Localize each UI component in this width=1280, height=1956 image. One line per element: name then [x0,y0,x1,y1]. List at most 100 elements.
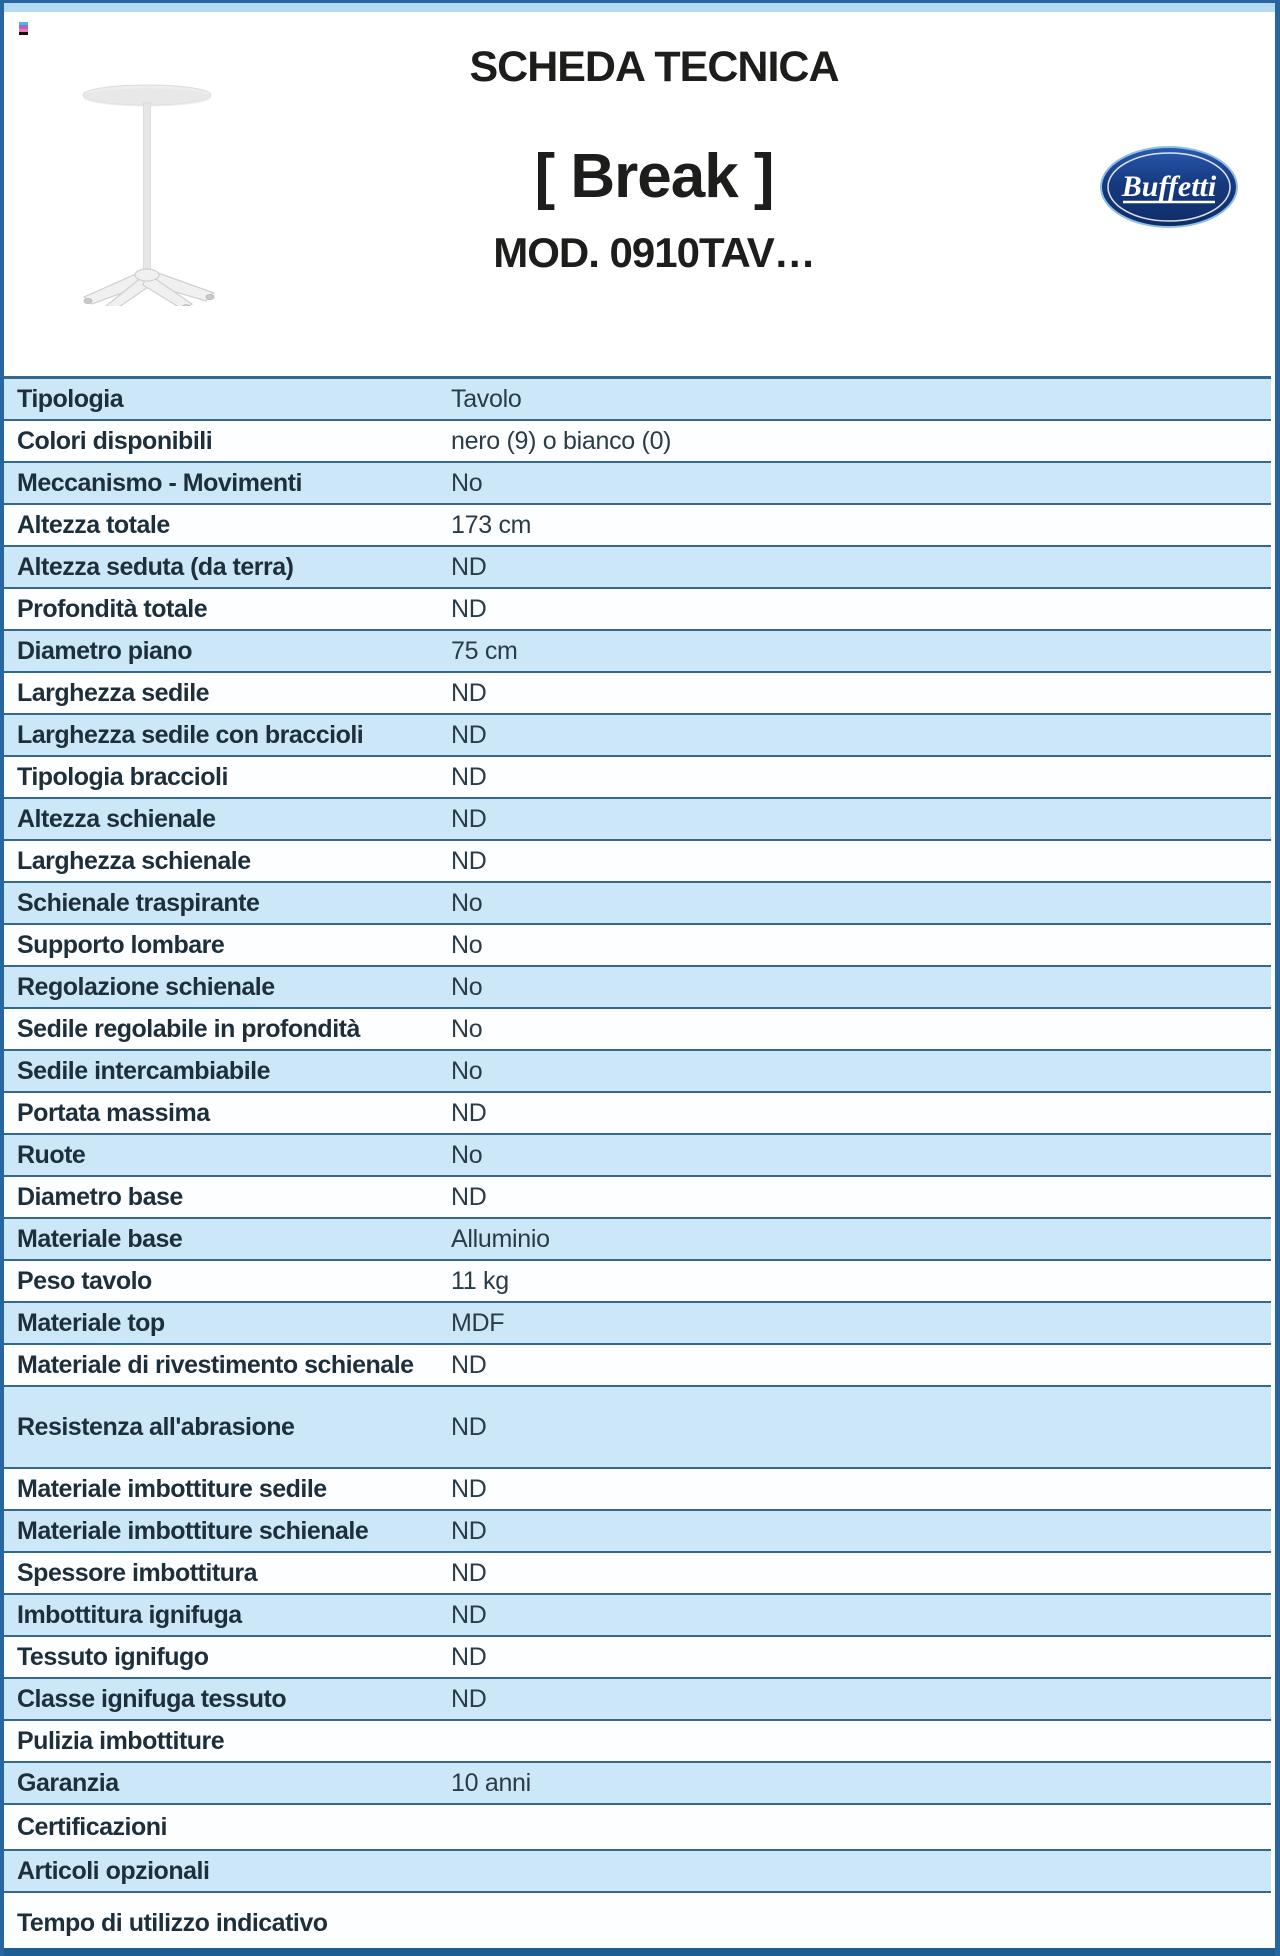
buffetti-logo-icon: Buffetti [1099,145,1239,229]
spec-label: Profondità totale [17,594,208,623]
spec-label: Diametro base [17,1182,183,1211]
spec-label: Colori disponibili [17,426,213,455]
model-code: MOD. 0910TAV… [493,229,816,276]
spec-row: Imbottitura ignifuga ND [4,1595,1271,1637]
spec-label: Materiale imbottiture schienale [17,1516,369,1545]
spec-row: Regolazione schienale No [4,967,1271,1009]
spec-label: Sedile regolabile in profondità [17,1014,360,1043]
spec-row: Tessuto ignifugo ND [4,1637,1271,1679]
spec-label: Larghezza sedile con braccioli [17,720,364,749]
spec-row: Larghezza sedile ND [4,673,1271,715]
spec-row: Tipologia braccioli ND [4,757,1271,799]
spec-value: ND [451,552,487,581]
spec-row: Tempo di utilizzo indicativo [4,1893,1271,1954]
spec-value: ND [451,1182,487,1211]
spec-value: ND [451,1600,487,1629]
top-accent-band [4,3,1275,12]
spec-value: ND [451,1474,487,1503]
spec-label: Resistenza all'abrasione [17,1412,295,1441]
product-photo-table-icon [82,84,216,306]
spec-label: Supporto lombare [17,930,225,959]
spec-label: Materiale base [17,1224,183,1253]
spec-value: No [451,1140,483,1169]
spec-row: Altezza schienale ND [4,799,1271,841]
spec-label: Classe ignifuga tessuto [17,1684,287,1713]
spec-row: Larghezza schienale ND [4,841,1271,883]
spec-label: Materiale di rivestimento schienale [17,1350,414,1379]
page-title: SCHEDA TECNICA [469,43,839,91]
spec-value: ND [451,804,487,833]
spec-label: Tempo di utilizzo indicativo [17,1909,328,1937]
spec-row: Materiale di rivestimento schienale ND [4,1345,1271,1387]
spec-label: Altezza totale [17,510,170,539]
spec-row: Portata massima ND [4,1093,1271,1135]
spec-row: Sedile regolabile in profondità No [4,1009,1271,1051]
spec-row: Meccanismo - Movimenti No [4,463,1271,505]
spec-row: Colori disponibili nero (9) o bianco (0) [4,421,1271,463]
spec-value: 10 anni [451,1768,531,1797]
spec-label: Garanzia [17,1768,119,1797]
cmyk-pink-stripe [19,28,28,32]
spec-value: ND [451,1098,487,1127]
spec-value: 173 cm [451,510,532,539]
spec-value: ND [451,720,487,749]
spec-value: No [451,972,483,1001]
spec-value: ND [451,678,487,707]
cmyk-black-stripe [19,31,28,35]
spec-value: nero (9) o bianco (0) [451,426,672,455]
spec-row: Spessore imbottitura ND [4,1553,1271,1595]
spec-value: ND [451,594,487,623]
spec-label: Tessuto ignifugo [17,1642,209,1671]
spec-row: Tipologia Tavolo [4,379,1271,421]
cmyk-registration-icon [19,22,28,35]
spec-label: Tipologia braccioli [17,762,228,791]
spec-value: 75 cm [451,636,518,665]
product-name: [ Break ] [534,142,774,211]
spec-row: Supporto lombare No [4,925,1271,967]
spec-label: Materiale imbottiture sedile [17,1474,327,1503]
spec-row: Peso tavolo 11 kg [4,1261,1271,1303]
spec-label: Imbottitura ignifuga [17,1600,242,1629]
spec-row: Diametro piano 75 cm [4,631,1271,673]
spec-value: No [451,1056,483,1085]
spec-label: Articoli opzionali [17,1856,210,1885]
cmyk-magenta-stripe [19,25,28,29]
spec-value: MDF [451,1308,505,1337]
spec-row: Ruote No [4,1135,1271,1177]
spec-value: ND [451,1684,487,1713]
spec-row: Altezza totale 173 cm [4,505,1271,547]
spec-value: No [451,468,483,497]
svg-text:Buffetti: Buffetti [1121,170,1217,203]
spec-row: Diametro base ND [4,1177,1271,1219]
spec-row: Garanzia 10 anni [4,1763,1271,1805]
spec-value: No [451,1014,483,1043]
header-block: SCHEDA TECNICA [ Break ] MOD. 0910TAV… [264,3,1044,376]
spec-label: Materiale top [17,1308,165,1337]
spec-value: Tavolo [451,384,522,413]
spec-label: Larghezza schienale [17,846,251,875]
spec-value: ND [451,1558,487,1587]
spec-label: Spessore imbottitura [17,1558,258,1587]
spec-row: Materiale top MDF [4,1303,1271,1345]
spec-value: Alluminio [451,1224,550,1253]
spec-label: Certificazioni [17,1812,167,1841]
spec-value: ND [451,1412,487,1441]
spec-value: ND [451,762,487,791]
spec-value: No [451,888,483,917]
cmyk-cyan-stripe [19,22,28,26]
spec-value: 11 kg [451,1266,509,1295]
spec-label: Meccanismo - Movimenti [17,468,302,497]
spec-label: Portata massima [17,1098,210,1127]
spec-label: Larghezza sedile [17,678,210,707]
spec-value: ND [451,846,487,875]
spec-value: No [451,930,483,959]
spec-row: Altezza seduta (da terra) ND [4,547,1271,589]
spec-label: Pulizia imbottiture [17,1726,225,1755]
spec-label: Altezza schienale [17,804,216,833]
spec-row: Materiale imbottiture schienale ND [4,1511,1271,1553]
spec-label: Peso tavolo [17,1266,152,1295]
spec-value: ND [451,1516,487,1545]
spec-table: Tipologia Tavolo Colori disponibili nero… [4,376,1271,1954]
spec-label: Sedile intercambiabile [17,1056,271,1085]
